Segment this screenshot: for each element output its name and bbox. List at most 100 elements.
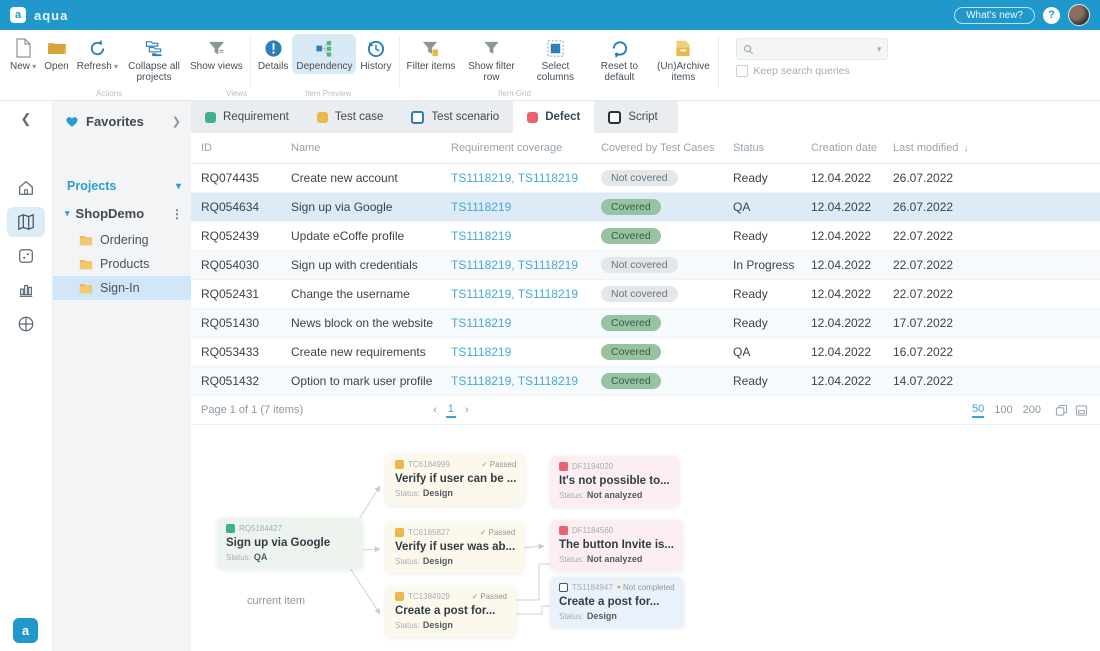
favorites-expand-chevron-icon[interactable]: ❯ bbox=[171, 116, 181, 128]
table-row-RQ053433[interactable]: RQ053433 Create new requirements TS1118219… bbox=[191, 338, 1100, 367]
collapse-sidebar-icon[interactable]: ❮ bbox=[20, 111, 32, 126]
folder-item-ordering[interactable]: Ordering bbox=[53, 228, 191, 252]
un-archive-items-button[interactable]: (Un)Archive items bbox=[651, 34, 715, 85]
requirement-icon bbox=[205, 111, 216, 123]
new-button[interactable]: New ▾ bbox=[6, 34, 40, 74]
favorites-row[interactable]: Favorites ❯ bbox=[53, 101, 191, 141]
cell-requirement-coverage-links[interactable]: TS1118219, TS1118219 bbox=[451, 374, 578, 388]
graph-node-TS1184947[interactable]: TS1184947 ● Not completed Create a post f… bbox=[550, 577, 684, 628]
table-row-RQ051430[interactable]: RQ051430 News block on the website TS11182… bbox=[191, 309, 1100, 338]
cell-requirement-coverage-links[interactable]: TS1118219 bbox=[451, 200, 512, 214]
page-size-50[interactable]: 50 bbox=[972, 403, 985, 418]
refresh-button[interactable]: Refresh ▾ bbox=[73, 34, 122, 74]
details-button[interactable]: Details bbox=[254, 34, 293, 74]
tab-requirement[interactable]: Requirement bbox=[191, 101, 303, 133]
table-row-RQ074435[interactable]: RQ074435 Create new account TS1118219, TS1… bbox=[191, 164, 1100, 193]
folder-icon bbox=[79, 284, 93, 294]
cell-requirement-coverage-links[interactable]: TS1118219 bbox=[451, 316, 512, 330]
graph-node-DF1194020[interactable]: DF1194020 It's not possible to... Status… bbox=[550, 456, 679, 507]
node-id: TS1184947 bbox=[572, 583, 613, 592]
project-name: ShopDemo bbox=[75, 206, 145, 221]
graph-node-DF1184560[interactable]: DF1184560 The button Invite is... Status… bbox=[550, 520, 683, 571]
keep-search-queries[interactable]: Keep search queries bbox=[736, 65, 888, 77]
table-row-RQ054030[interactable]: RQ054030 Sign up with credentials TS111821… bbox=[191, 251, 1100, 280]
filter-items-button[interactable]: Filter items bbox=[403, 34, 460, 74]
column-header-last-modified[interactable]: Last modified ↓ bbox=[893, 142, 969, 154]
sort-desc-arrow-icon[interactable]: ↓ bbox=[963, 143, 969, 154]
folder-item-products[interactable]: Products bbox=[53, 252, 191, 276]
search-box[interactable]: ▾ bbox=[736, 38, 889, 60]
rail-home-icon[interactable] bbox=[7, 173, 45, 203]
current-page[interactable]: 1 bbox=[445, 403, 456, 418]
rail-reports-icon[interactable] bbox=[7, 275, 45, 305]
cell-name: Change the username bbox=[291, 287, 410, 301]
folder-item-sign-in[interactable]: Sign-In bbox=[53, 276, 191, 300]
reset-to-default-button[interactable]: Reset to default bbox=[587, 34, 651, 85]
cell-id: RQ051430 bbox=[201, 316, 260, 330]
cell-requirement-coverage-links[interactable]: TS1118219, TS1118219 bbox=[451, 171, 578, 185]
help-icon[interactable]: ? bbox=[1043, 6, 1060, 24]
tab-test-case[interactable]: Test case bbox=[303, 101, 398, 133]
next-page-chevron-icon[interactable]: › bbox=[464, 404, 469, 416]
project-expand-chevron-icon[interactable]: ▾ bbox=[65, 208, 70, 218]
show-filter-row-button[interactable]: Show filter row bbox=[459, 34, 523, 85]
rail-map-icon[interactable] bbox=[7, 207, 45, 237]
toolbar-group-divider bbox=[718, 36, 720, 88]
table-row-RQ054634[interactable]: RQ054634 Sign up via Google TS1118219 Cover… bbox=[191, 193, 1100, 222]
node-status: Status: Not analyzed bbox=[559, 554, 643, 564]
column-header-covered-by-test-cases[interactable]: Covered by Test Cases bbox=[601, 142, 715, 154]
cell-requirement-coverage-links[interactable]: TS1118219 bbox=[451, 345, 512, 359]
graph-node-RQ5184427[interactable]: RQ5184427 Sign up via Google Status: QA bbox=[217, 518, 363, 569]
cell-id: RQ054634 bbox=[201, 200, 260, 214]
column-header-name[interactable]: Name bbox=[291, 142, 321, 154]
archive-items-icon bbox=[673, 38, 693, 58]
copy-icon[interactable] bbox=[1055, 404, 1068, 417]
cell-name: News block on the website bbox=[291, 316, 434, 330]
cell-name: Create new account bbox=[291, 171, 398, 185]
prev-page-chevron-icon[interactable]: ‹ bbox=[433, 404, 437, 416]
project-node-shopdemo[interactable]: ▾ ShopDemo ⋮ bbox=[53, 199, 191, 228]
cell-requirement-coverage-links[interactable]: TS1118219, TS1118219 bbox=[451, 287, 578, 301]
column-header-id[interactable]: ID bbox=[201, 142, 212, 154]
table-row-RQ051432[interactable]: RQ051432 Option to mark user profile TS111… bbox=[191, 367, 1100, 396]
dependency-button[interactable]: Dependency bbox=[292, 34, 357, 75]
projects-header[interactable]: Projects ▾ bbox=[53, 173, 191, 199]
column-header-status[interactable]: Status bbox=[733, 142, 765, 154]
tab-script[interactable]: Script bbox=[594, 101, 671, 133]
graph-node-TC6185827[interactable]: TC6185827 ✓ Passed Verify if user was ab.… bbox=[386, 522, 525, 573]
cell-requirement-coverage-links[interactable]: TS1118219 bbox=[451, 229, 512, 243]
history-button[interactable]: History bbox=[356, 34, 395, 74]
export-icon[interactable] bbox=[1075, 404, 1088, 417]
whats-new-button[interactable]: What's new? bbox=[954, 6, 1035, 24]
rail-modules-icon[interactable] bbox=[7, 309, 45, 339]
project-menu-kebab-icon[interactable]: ⋮ bbox=[171, 206, 183, 221]
show-views-button[interactable]: Show views bbox=[186, 34, 247, 74]
table-row-RQ052439[interactable]: RQ052439 Update eCoffe profile TS1118219 Co… bbox=[191, 222, 1100, 251]
select-columns-button[interactable]: Select columns bbox=[523, 34, 587, 85]
projects-collapse-chevron-icon[interactable]: ▾ bbox=[175, 180, 181, 192]
page-size-100[interactable]: 100 bbox=[994, 404, 1013, 416]
cell-name: Update eCoffe profile bbox=[291, 229, 405, 243]
keep-search-checkbox[interactable] bbox=[736, 65, 749, 77]
node-title: It's not possible to... bbox=[559, 475, 670, 487]
user-avatar[interactable] bbox=[1068, 4, 1090, 26]
page-size-200[interactable]: 200 bbox=[1022, 404, 1041, 416]
column-header-requirement-coverage[interactable]: Requirement coverage bbox=[451, 142, 563, 154]
node-header: TC1384929 ✓ Passed bbox=[395, 592, 507, 601]
graph-node-TC1384929[interactable]: TC1384929 ✓ Passed Create a post for... S… bbox=[386, 586, 516, 637]
cell-status: Ready bbox=[733, 171, 768, 185]
rail-items-icon[interactable] bbox=[7, 241, 45, 271]
tab-test-scenario[interactable]: Test scenario bbox=[397, 101, 513, 133]
graph-node-TC6184999[interactable]: TC6184999 ✓ Passed Verify if user can be … bbox=[386, 454, 526, 505]
node-id: TC6184999 bbox=[408, 460, 450, 469]
collapse-all-projects-button[interactable]: Collapse all projects bbox=[122, 34, 186, 85]
open-button[interactable]: Open bbox=[40, 34, 72, 74]
cell-requirement-coverage-links[interactable]: TS1118219, TS1118219 bbox=[451, 258, 578, 272]
project-folder-tree: Ordering Products Sign-In bbox=[53, 228, 191, 300]
table-row-RQ052431[interactable]: RQ052431 Change the username TS1118219, TS… bbox=[191, 280, 1100, 309]
dependency-icon bbox=[314, 38, 334, 58]
tab-defect[interactable]: Defect bbox=[513, 101, 595, 133]
column-header-creation-date[interactable]: Creation date bbox=[811, 142, 878, 154]
search-input[interactable] bbox=[758, 42, 873, 56]
search-dropdown-chevron-icon[interactable]: ▾ bbox=[876, 43, 882, 54]
